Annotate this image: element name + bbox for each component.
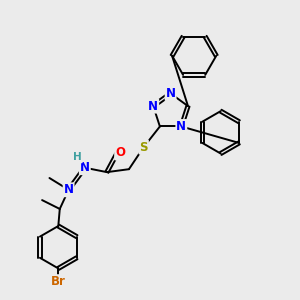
Text: N: N [80, 161, 90, 174]
Text: N: N [64, 183, 74, 196]
Text: N: N [166, 87, 176, 100]
Text: N: N [176, 120, 186, 133]
Text: H: H [73, 152, 82, 162]
Text: S: S [140, 141, 148, 154]
Text: O: O [115, 146, 125, 160]
Text: N: N [148, 100, 158, 112]
Text: Br: Br [51, 275, 66, 288]
